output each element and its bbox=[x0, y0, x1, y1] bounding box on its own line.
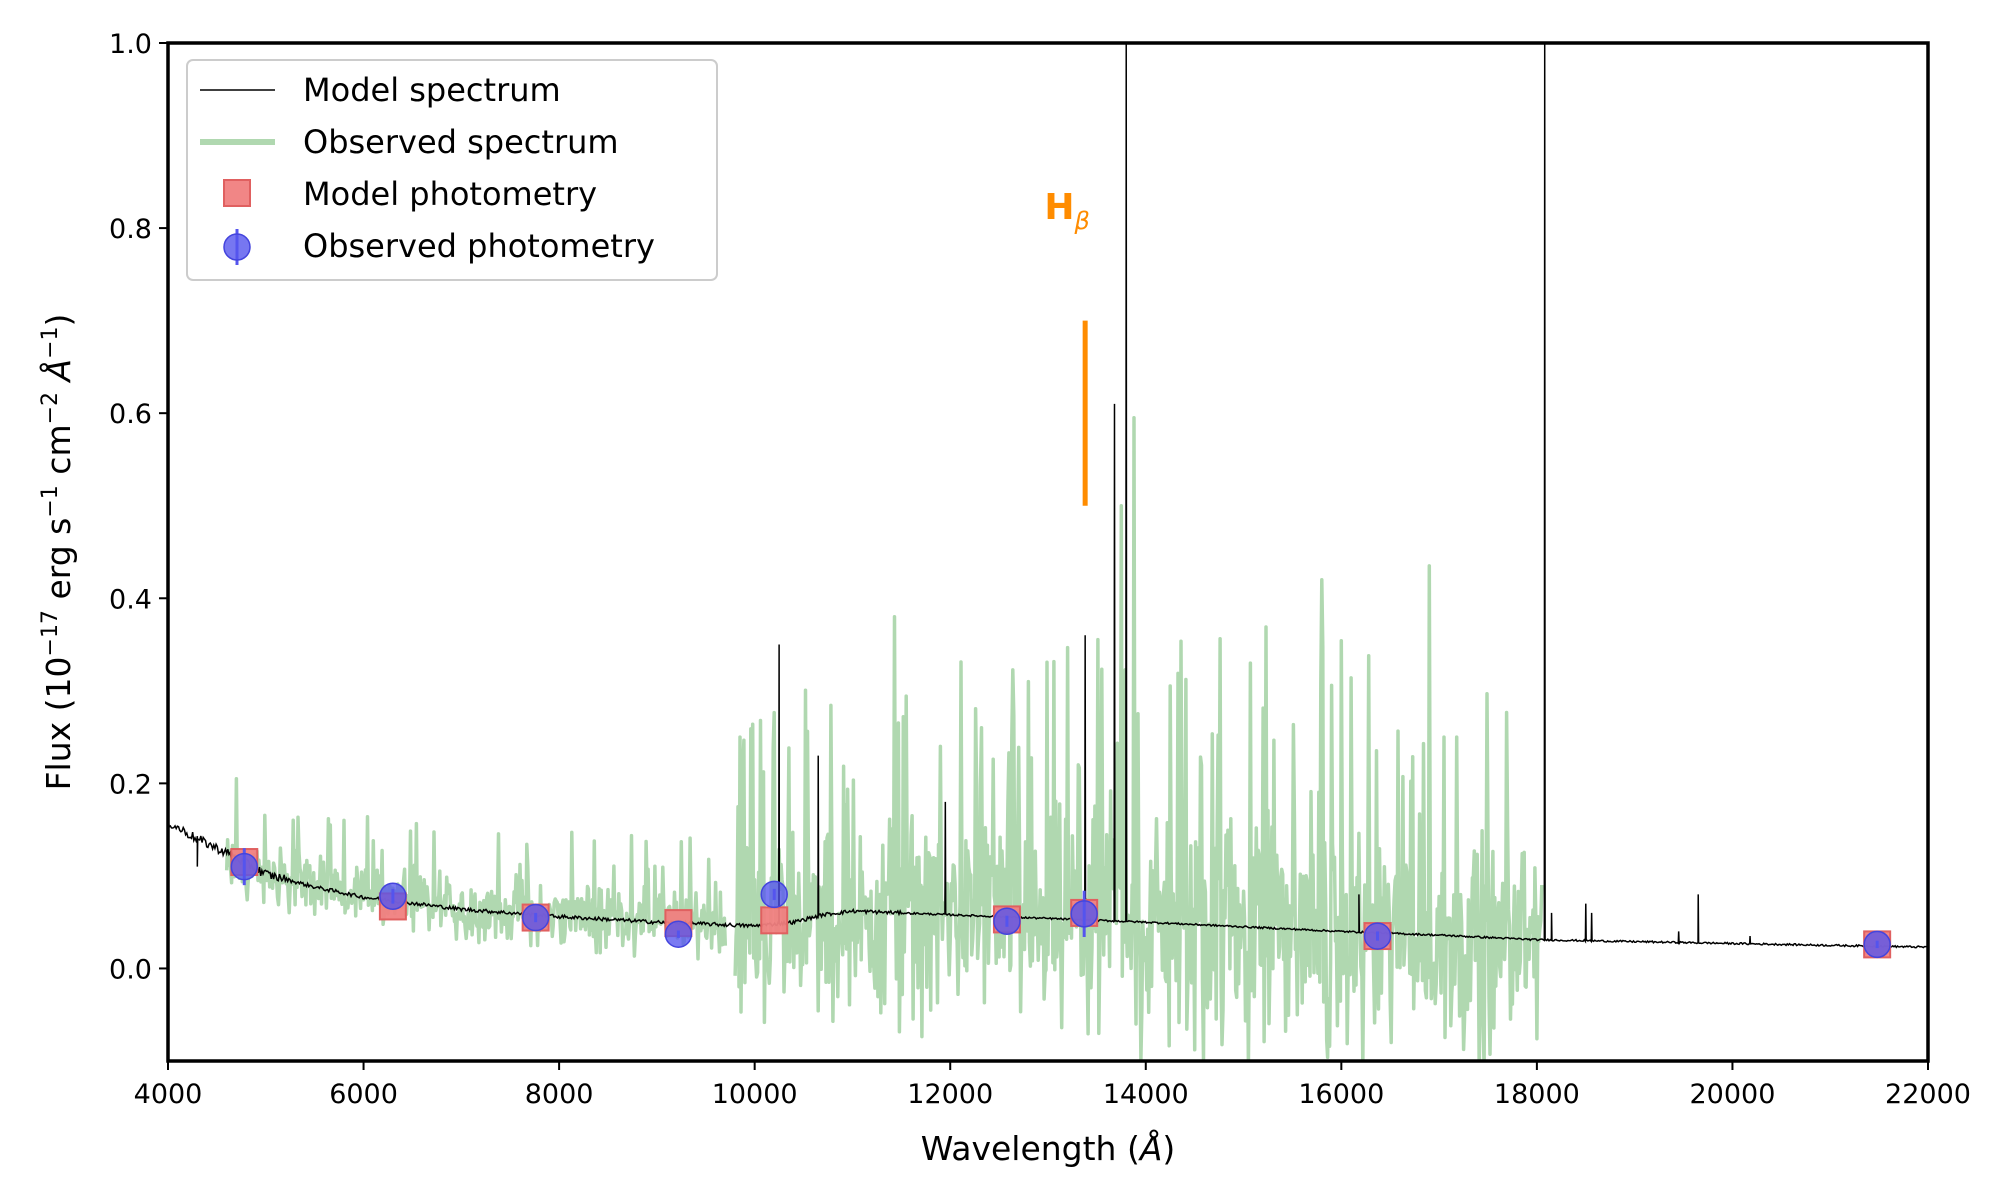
y-tick-label: 0.2 bbox=[109, 769, 152, 800]
x-axis-label: Wavelength (Å) bbox=[921, 1128, 1176, 1168]
x-tick-label: 14000 bbox=[1103, 1079, 1189, 1110]
h-beta-label: Hβ bbox=[1044, 187, 1089, 235]
model-spectrum-line bbox=[168, 43, 1928, 949]
plot-frame bbox=[166, 41, 1930, 1063]
legend-observed-spectrum-label: Observed spectrum bbox=[303, 123, 619, 161]
y-tick-label: 0.6 bbox=[109, 399, 152, 430]
observed-photometry-point bbox=[760, 880, 788, 909]
observed-photometry-point bbox=[993, 907, 1021, 936]
legend-model-photometry-label: Model photometry bbox=[303, 175, 597, 213]
x-tick-label: 22000 bbox=[1885, 1079, 1971, 1110]
observed-photometry-point bbox=[1363, 922, 1392, 950]
observed-photometry-point bbox=[521, 903, 550, 932]
x-tick-label: 16000 bbox=[1298, 1079, 1384, 1110]
x-tick-label: 8000 bbox=[525, 1079, 594, 1110]
y-tick-label: 0.4 bbox=[109, 584, 152, 615]
legend-model-photometry-swatch bbox=[223, 179, 251, 207]
observed-photometry-point bbox=[1070, 900, 1098, 928]
x-tick-label: 6000 bbox=[329, 1079, 398, 1110]
x-tick-label: 4000 bbox=[134, 1079, 203, 1110]
plot-area: Hβ bbox=[168, 43, 1928, 1061]
observed-photometry-point bbox=[664, 920, 693, 948]
observed-photometry-point bbox=[1863, 930, 1891, 959]
observed-photometry-point bbox=[379, 882, 407, 911]
legend-model-spectrum-label: Model spectrum bbox=[303, 71, 561, 109]
axis-ticks: 4000 6000 8000 10000 12000 14000 16000 18000 200… bbox=[109, 29, 1971, 1110]
y-tick-label: 0.8 bbox=[109, 214, 152, 245]
legend: Model spectrum Observed spectrum Model p… bbox=[186, 59, 718, 281]
x-tick-label: 12000 bbox=[907, 1079, 993, 1110]
observed-photometry-point bbox=[230, 852, 259, 881]
x-tick-label: 20000 bbox=[1689, 1079, 1775, 1110]
observed-spectrum-line-1 bbox=[733, 416, 1544, 1061]
model-photometry-point bbox=[760, 906, 789, 935]
legend-box bbox=[186, 59, 718, 281]
observed-spectrum-line-0 bbox=[224, 776, 728, 961]
y-tick-label: 0.0 bbox=[109, 954, 152, 985]
legend-observed-photometry-label: Observed photometry bbox=[303, 227, 655, 265]
x-tick-label: 10000 bbox=[712, 1079, 798, 1110]
y-axis-label: Flux (10−17 erg s−1 cm−2 Å−1) bbox=[38, 314, 78, 791]
x-tick-label: 18000 bbox=[1494, 1079, 1580, 1110]
y-tick-label: 1.0 bbox=[109, 29, 152, 60]
legend-observed-photometry-swatch bbox=[223, 233, 251, 261]
